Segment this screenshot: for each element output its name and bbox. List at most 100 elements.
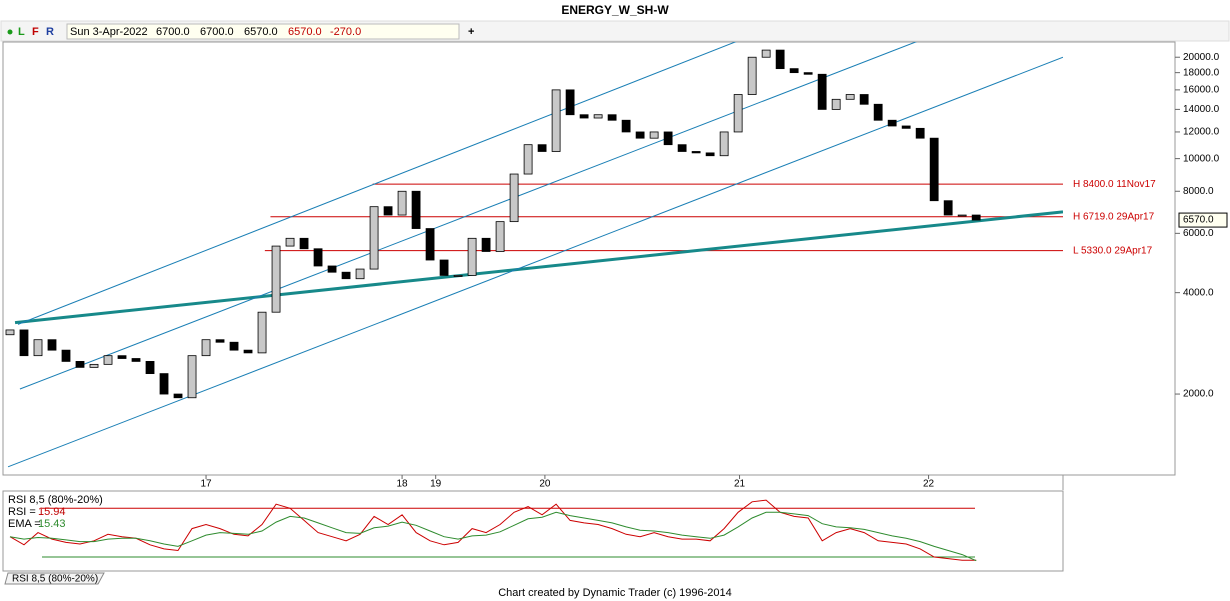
trend-line (14, 210, 1063, 325)
candle (257, 311, 267, 354)
candle (117, 355, 127, 359)
y-tick-label: 12000.0 (1183, 127, 1220, 138)
last-price-label: 6570.0 (1183, 215, 1214, 226)
ema-legend-name: EMA = (8, 518, 41, 530)
candle (341, 271, 351, 280)
candle (971, 214, 981, 221)
footer: Chart created by Dynamic Trader (c) 1996… (498, 587, 732, 599)
candle (61, 349, 71, 362)
candle (397, 190, 407, 216)
x-tick-label: 20 (539, 479, 551, 490)
x-tick-label: 21 (734, 479, 746, 490)
candle (145, 361, 155, 375)
trend-line (19, 42, 918, 390)
trend-line (7, 56, 1063, 468)
candle (33, 339, 43, 357)
candle (131, 358, 141, 362)
candle (943, 200, 953, 216)
level-label: H 6719.0 29Apr17 (1073, 211, 1155, 222)
candle (47, 339, 57, 351)
candle (915, 127, 925, 139)
candle (495, 221, 505, 252)
candle (579, 114, 589, 119)
candle (929, 137, 939, 202)
y-tick-label: 14000.0 (1183, 104, 1220, 115)
candle (509, 173, 519, 223)
candle (677, 144, 687, 152)
rsi-legend-name: RSI = (8, 506, 36, 518)
y-tick-label: 10000.0 (1183, 153, 1220, 164)
y-tick-label: 4000.0 (1183, 287, 1214, 298)
x-tick-label: 18 (397, 479, 409, 490)
status-dot (7, 29, 13, 35)
rsi-line (9, 499, 977, 561)
toolbar-f[interactable]: F (32, 26, 39, 38)
candle (215, 339, 225, 343)
x-tick-label: 17 (200, 479, 212, 490)
toolbar-r[interactable]: R (46, 26, 54, 38)
candle (271, 245, 281, 313)
ema-legend-value: 15.43 (38, 518, 66, 530)
candle (719, 131, 729, 157)
candle (369, 206, 379, 270)
candle (705, 152, 715, 157)
y-tick-label: 18000.0 (1183, 67, 1220, 78)
candle (19, 329, 29, 357)
candle (803, 72, 813, 75)
candle (775, 49, 785, 70)
y-tick-label: 6000.0 (1183, 228, 1214, 239)
toolbar-l[interactable]: L (18, 26, 25, 38)
candle (467, 237, 477, 276)
candle (607, 114, 617, 121)
candle (481, 237, 491, 252)
candle (201, 339, 211, 357)
rsi-tab-label[interactable]: RSI 8,5 (80%-20%) (12, 574, 98, 585)
candle (5, 329, 15, 336)
candle (957, 214, 967, 217)
rsi-tab[interactable] (4, 572, 105, 585)
rsi-line (9, 511, 977, 562)
candle (243, 349, 253, 354)
candle (551, 89, 561, 152)
candle (663, 131, 673, 146)
candle (355, 268, 365, 280)
quote-close: 6570.0 (288, 26, 322, 38)
candle (411, 190, 421, 229)
candle (299, 237, 309, 250)
candle (761, 49, 771, 58)
last-price-box (1178, 212, 1228, 228)
candle (89, 363, 99, 368)
y-tick-label: 20000.0 (1183, 52, 1220, 63)
trend-line (17, 42, 737, 325)
candle (523, 144, 533, 175)
candle (383, 206, 393, 216)
candle (103, 355, 113, 365)
candle (327, 265, 337, 273)
candle (747, 56, 757, 95)
candle (537, 144, 547, 152)
candle (901, 125, 911, 129)
x-tick-label: 19 (430, 479, 442, 490)
y-tick-label: 2000.0 (1183, 389, 1214, 400)
candle (859, 94, 869, 105)
candle (75, 361, 85, 368)
candle (621, 119, 631, 133)
add-button[interactable]: + (468, 26, 474, 38)
candle (593, 114, 603, 119)
candle (313, 248, 323, 267)
plot-frame (2, 41, 1176, 476)
candle (733, 94, 743, 133)
candle (453, 275, 463, 277)
candle (873, 103, 883, 121)
candle (817, 73, 827, 110)
candle (789, 68, 799, 74)
candle (173, 393, 183, 399)
rsi-legend-value: 15.94 (38, 506, 66, 518)
candle (425, 228, 435, 261)
candle (887, 119, 897, 127)
candle (565, 89, 575, 116)
candle (635, 131, 645, 139)
quote-open: 6700.0 (156, 26, 190, 38)
